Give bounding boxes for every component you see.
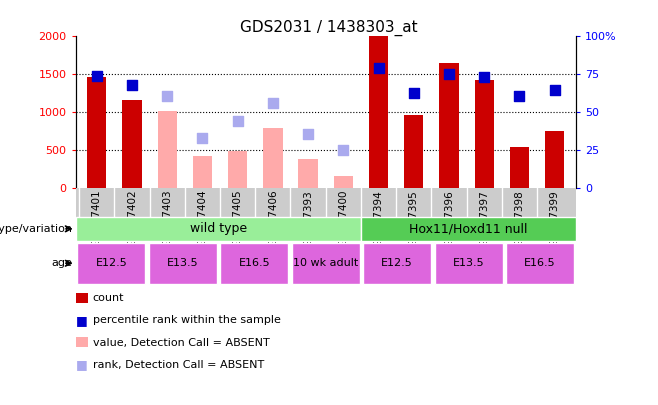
Point: [514, 92, 524, 99]
Text: count: count: [93, 293, 124, 303]
Bar: [76, 217, 361, 241]
Point: [549, 86, 560, 93]
Text: GSM87395: GSM87395: [409, 190, 418, 247]
Bar: [545, 131, 565, 188]
Text: GSM87396: GSM87396: [444, 190, 454, 247]
Text: E12.5: E12.5: [95, 258, 127, 268]
Point: [127, 82, 138, 88]
Point: [409, 90, 419, 96]
Text: E13.5: E13.5: [453, 258, 484, 268]
Bar: [193, 156, 212, 188]
Text: wild type: wild type: [190, 222, 247, 235]
Bar: [299, 159, 318, 188]
Text: percentile rank within the sample: percentile rank within the sample: [93, 315, 281, 325]
Bar: [506, 243, 574, 284]
Text: GDS2031 / 1438303_at: GDS2031 / 1438303_at: [240, 20, 418, 36]
Point: [162, 92, 172, 99]
Point: [268, 100, 278, 107]
Bar: [404, 115, 424, 188]
Text: ■: ■: [76, 358, 88, 371]
Bar: [435, 243, 503, 284]
Bar: [510, 147, 529, 188]
Bar: [263, 128, 282, 188]
Bar: [78, 243, 145, 284]
Bar: [228, 151, 247, 188]
Point: [338, 147, 349, 153]
Text: value, Detection Call = ABSENT: value, Detection Call = ABSENT: [93, 338, 270, 347]
Text: GSM87397: GSM87397: [479, 190, 489, 247]
Text: 10 wk adult: 10 wk adult: [293, 258, 359, 268]
Bar: [220, 243, 288, 284]
Point: [443, 71, 454, 78]
Bar: [87, 77, 107, 188]
Bar: [361, 217, 576, 241]
Bar: [363, 243, 431, 284]
Text: GSM87401: GSM87401: [92, 190, 102, 247]
Bar: [122, 100, 141, 188]
Text: genotype/variation: genotype/variation: [0, 224, 72, 234]
Text: E16.5: E16.5: [238, 258, 270, 268]
Text: GSM87406: GSM87406: [268, 190, 278, 247]
Text: E13.5: E13.5: [167, 258, 199, 268]
Point: [232, 118, 243, 125]
Point: [373, 65, 384, 72]
Text: rank, Detection Call = ABSENT: rank, Detection Call = ABSENT: [93, 360, 264, 370]
Text: GSM87404: GSM87404: [197, 190, 207, 247]
Point: [303, 130, 313, 137]
Text: E16.5: E16.5: [524, 258, 556, 268]
Bar: [149, 243, 216, 284]
Bar: [291, 243, 360, 284]
Point: [479, 74, 490, 81]
Point: [91, 73, 102, 79]
Text: Hox11/Hoxd11 null: Hox11/Hoxd11 null: [409, 222, 528, 235]
Point: [197, 135, 208, 141]
Bar: [157, 111, 177, 188]
Bar: [474, 80, 494, 188]
Text: GSM87393: GSM87393: [303, 190, 313, 247]
Text: GSM87402: GSM87402: [127, 190, 137, 247]
Text: GSM87403: GSM87403: [163, 190, 172, 247]
Text: GSM87398: GSM87398: [515, 190, 524, 247]
Text: ■: ■: [76, 314, 88, 327]
Bar: [369, 36, 388, 188]
Text: GSM87400: GSM87400: [338, 190, 348, 246]
Bar: [334, 176, 353, 188]
Text: age: age: [51, 258, 72, 268]
Text: E12.5: E12.5: [381, 258, 413, 268]
Text: GSM87394: GSM87394: [374, 190, 384, 247]
Text: GSM87405: GSM87405: [233, 190, 243, 247]
Bar: [440, 63, 459, 188]
Text: GSM87399: GSM87399: [549, 190, 559, 247]
